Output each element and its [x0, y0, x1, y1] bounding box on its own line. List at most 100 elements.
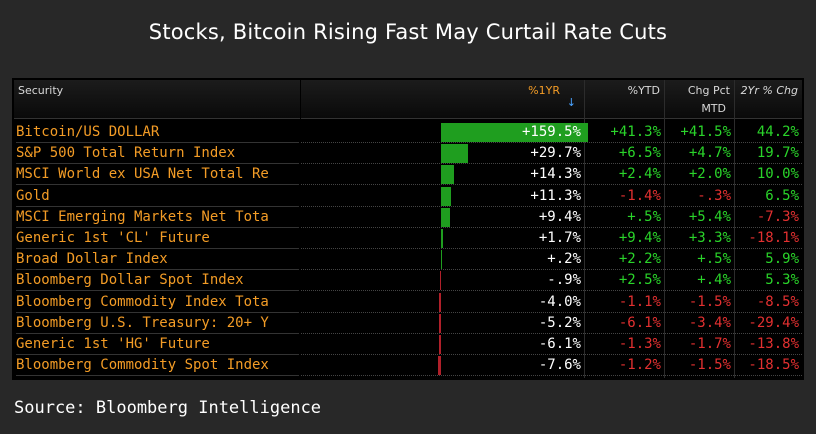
- header-security[interactable]: Security: [14, 80, 300, 119]
- header-1yr[interactable]: %1YR ↓: [301, 80, 584, 119]
- mtd-value: +4.7%: [665, 143, 734, 165]
- one-yr-bar: [438, 313, 441, 333]
- mtd-value: -.3%: [665, 186, 734, 207]
- table-row[interactable]: Bitcoin/US DOLLAR +159.5% +41.3% +41.5% 44.2…: [16, 122, 802, 143]
- one-yr-value: +.2%: [301, 249, 584, 271]
- source-note: Source: Bloomberg Intelligence: [14, 398, 322, 418]
- ytd-value: -1.3%: [585, 334, 664, 355]
- security-name: Broad Dollar Index: [16, 249, 299, 271]
- ytd-value: +2.2%: [585, 249, 664, 271]
- one-yr-value: -.9%: [301, 270, 584, 292]
- two-yr-value: 44.2%: [735, 122, 802, 143]
- mtd-value: +3.3%: [665, 228, 734, 249]
- one-yr-bar: [439, 292, 441, 312]
- two-yr-value: -29.4%: [735, 313, 802, 334]
- table-row[interactable]: Generic 1st 'CL' Future +1.7% +9.4% +3.3% -1…: [16, 228, 802, 249]
- ytd-value: -6.1%: [585, 313, 664, 334]
- header-2yr-label: 2Yr % Chg: [740, 84, 798, 97]
- security-name: Generic 1st 'CL' Future: [16, 228, 299, 249]
- header-ytd[interactable]: %YTD: [585, 80, 664, 119]
- table-row[interactable]: Gold +11.3% -1.4% -.3% 6.5%: [16, 186, 802, 207]
- mtd-value: +.4%: [665, 270, 734, 292]
- two-yr-value: -13.8%: [735, 334, 802, 355]
- one-yr-value: +159.5%: [301, 122, 584, 143]
- two-yr-value: -8.5%: [735, 292, 802, 313]
- header-mtd-label-2: MTD: [701, 102, 726, 115]
- mtd-value: -3.4%: [665, 313, 734, 334]
- one-yr-bar: [441, 186, 452, 206]
- header-ytd-label: %YTD: [627, 84, 660, 97]
- column-separator: [584, 80, 585, 378]
- two-yr-value: -18.5%: [735, 355, 802, 377]
- security-name: Gold: [16, 186, 299, 207]
- table-row[interactable]: Bloomberg U.S. Treasury: 20+ Y -5.2% -6.1%…: [16, 313, 802, 334]
- two-yr-value: 10.0%: [735, 164, 802, 186]
- one-yr-value: +14.3%: [301, 164, 584, 186]
- table-panel: [12, 78, 804, 380]
- security-name: S&P 500 Total Return Index: [16, 143, 299, 165]
- ytd-value: +.5%: [585, 207, 664, 228]
- ytd-value: -1.4%: [585, 186, 664, 207]
- one-yr-value: -7.6%: [301, 355, 584, 377]
- header-2yr[interactable]: 2Yr % Chg: [735, 80, 802, 119]
- column-separator: [734, 80, 735, 378]
- one-yr-value: +1.7%: [301, 228, 584, 249]
- ytd-value: +2.5%: [585, 270, 664, 292]
- one-yr-bar: [441, 123, 588, 142]
- one-yr-value: +11.3%: [301, 186, 584, 207]
- table-row[interactable]: Bloomberg Commodity Index Tota -4.0% -1.1%…: [16, 292, 802, 313]
- header-mtd[interactable]: Chg Pct MTD: [665, 80, 734, 119]
- ytd-value: -1.1%: [585, 292, 664, 313]
- table-row[interactable]: MSCI Emerging Markets Net Tota +9.4% +.5% +…: [16, 207, 802, 228]
- ytd-value: +41.3%: [585, 122, 664, 143]
- table-row[interactable]: Bloomberg Dollar Spot Index -.9% +2.5% +.4%…: [16, 270, 802, 292]
- mtd-value: -1.7%: [665, 334, 734, 355]
- one-yr-value: -4.0%: [301, 292, 584, 313]
- two-yr-value: -7.3%: [735, 207, 802, 228]
- one-yr-value: -6.1%: [301, 334, 584, 355]
- sort-arrow-icon: ↓: [566, 96, 576, 109]
- one-yr-bar: [438, 335, 441, 354]
- two-yr-value: 6.5%: [735, 186, 802, 207]
- mtd-value: +5.4%: [665, 207, 734, 228]
- table-row[interactable]: Bloomberg Commodity Spot Index -7.6% -1.2%…: [16, 355, 802, 377]
- one-yr-bar: [441, 207, 450, 227]
- one-yr-value: +9.4%: [301, 207, 584, 228]
- header-1yr-label: %1YR: [528, 84, 560, 97]
- ytd-value: +9.4%: [585, 228, 664, 249]
- one-yr-bar: [441, 144, 469, 164]
- mtd-value: +2.0%: [665, 164, 734, 186]
- security-name: Bloomberg Commodity Index Tota: [16, 292, 299, 313]
- security-name: Bitcoin/US DOLLAR: [16, 122, 299, 143]
- security-name: Bloomberg U.S. Treasury: 20+ Y: [16, 313, 299, 334]
- one-yr-value: +29.7%: [301, 143, 584, 165]
- header-security-label: Security: [18, 84, 64, 97]
- two-yr-value: 5.9%: [735, 249, 802, 271]
- ytd-value: +2.4%: [585, 164, 664, 186]
- ytd-value: -1.2%: [585, 355, 664, 377]
- chart-title: Stocks, Bitcoin Rising Fast May Curtail …: [148, 20, 668, 44]
- security-name: MSCI World ex USA Net Total Re: [16, 164, 299, 186]
- mtd-value: -1.5%: [665, 355, 734, 377]
- one-yr-bar: [439, 271, 441, 291]
- table-row[interactable]: Broad Dollar Index +.2% +2.2% +.5% 5.9%: [16, 249, 802, 271]
- one-yr-bar: [437, 356, 441, 376]
- table-row[interactable]: MSCI World ex USA Net Total Re +14.3% +2.4…: [16, 164, 802, 186]
- two-yr-value: 5.3%: [735, 270, 802, 292]
- security-name: MSCI Emerging Markets Net Tota: [16, 207, 299, 228]
- table-row[interactable]: S&P 500 Total Return Index +29.7% +6.5% +4.…: [16, 143, 802, 165]
- one-yr-bar: [441, 229, 443, 248]
- header-mtd-label-1: Chg Pct: [687, 84, 730, 97]
- security-name: Bloomberg Dollar Spot Index: [16, 270, 299, 292]
- one-yr-bar: [441, 250, 442, 270]
- ytd-value: +6.5%: [585, 143, 664, 165]
- one-yr-bar: [441, 165, 455, 185]
- two-yr-value: -18.1%: [735, 228, 802, 249]
- table-row[interactable]: Generic 1st 'HG' Future -6.1% -1.3% -1.7% -1…: [16, 334, 802, 355]
- mtd-value: -1.5%: [665, 292, 734, 313]
- security-name: Bloomberg Commodity Spot Index: [16, 355, 299, 377]
- one-yr-value: -5.2%: [301, 313, 584, 334]
- two-yr-value: 19.7%: [735, 143, 802, 165]
- mtd-value: +.5%: [665, 249, 734, 271]
- security-name: Generic 1st 'HG' Future: [16, 334, 299, 355]
